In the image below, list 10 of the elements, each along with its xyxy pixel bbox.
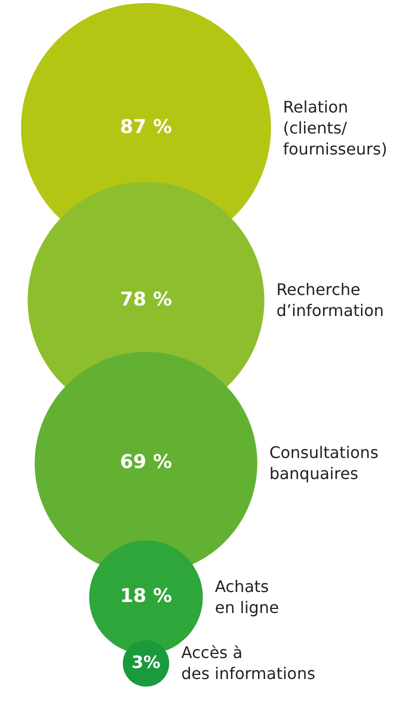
category-label: Recherche d’information <box>276 279 384 322</box>
category-label: Accès à des informations <box>181 642 316 684</box>
data-label: 69 % <box>120 451 172 474</box>
category-label: Achats en ligne <box>214 576 279 618</box>
data-label: 78 % <box>120 288 172 310</box>
data-label: 18 % <box>120 585 172 608</box>
data-label: 3% <box>132 652 160 673</box>
category-label: Relation (clients/ fournisseurs) <box>283 96 388 160</box>
data-label: 87 % <box>120 116 172 138</box>
category-label: Consultations banquaires <box>269 442 378 484</box>
